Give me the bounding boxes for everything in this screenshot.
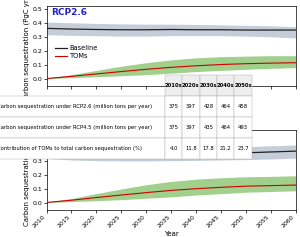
Text: RCP2.6: RCP2.6: [52, 8, 88, 17]
X-axis label: Year: Year: [164, 231, 178, 237]
Text: RCP4.5: RCP4.5: [52, 132, 88, 141]
Legend: Baseline, TOMs: Baseline, TOMs: [55, 45, 98, 59]
Y-axis label: Carbon sequestration (PgC yr⁻¹): Carbon sequestration (PgC yr⁻¹): [22, 0, 30, 102]
Y-axis label: Carbon sequestration (PgC yr⁻¹): Carbon sequestration (PgC yr⁻¹): [22, 114, 30, 226]
